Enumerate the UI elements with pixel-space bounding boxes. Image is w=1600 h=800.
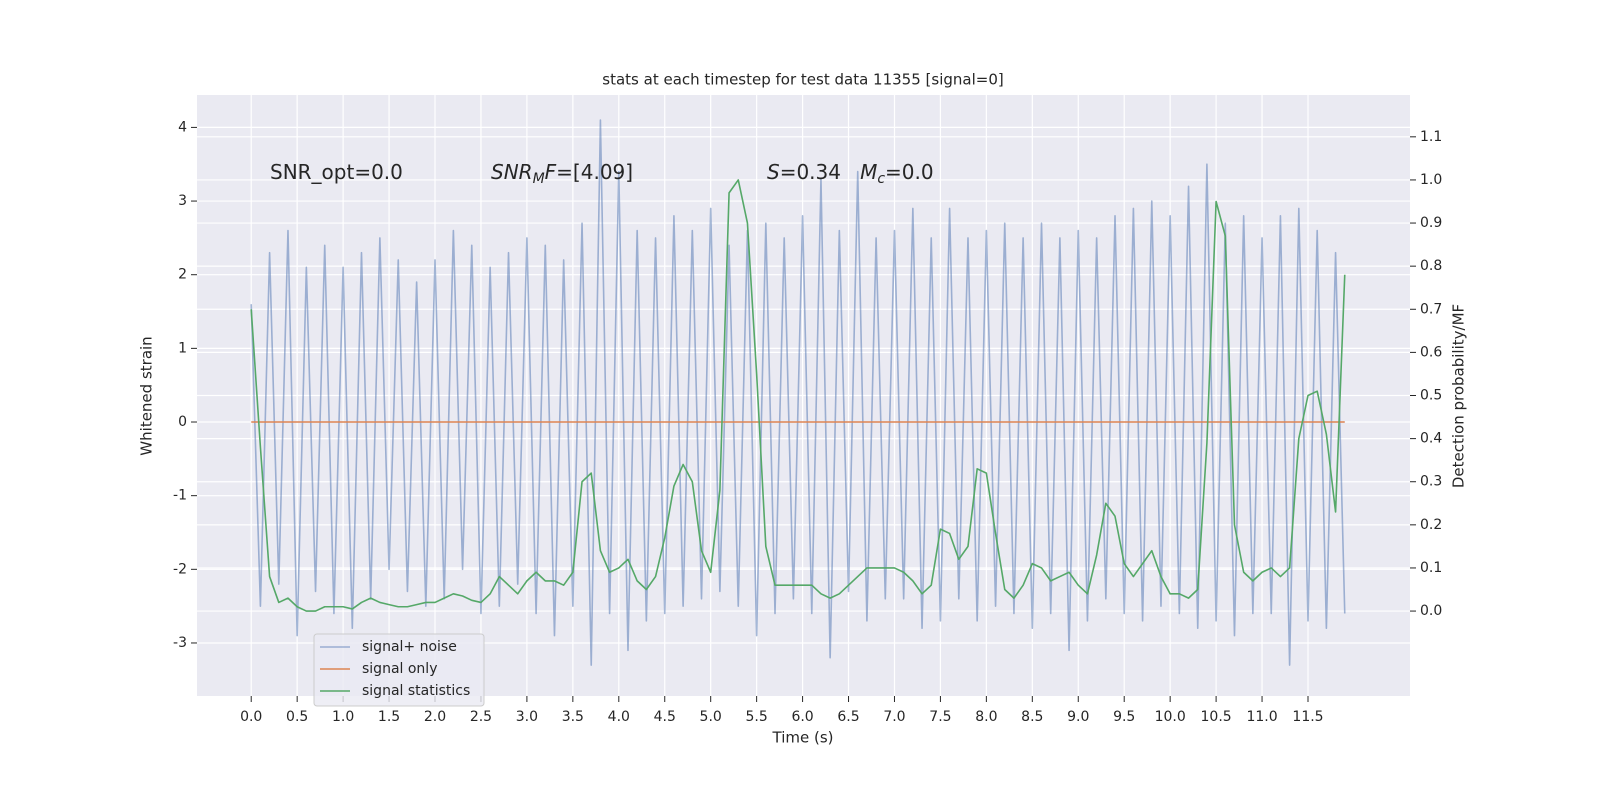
x-tick-label: 8.0 (975, 709, 997, 725)
y-tick-label: 3 (178, 193, 187, 209)
x-tick-label: 7.5 (929, 709, 951, 725)
x-tick-label: 9.5 (1113, 709, 1135, 725)
annotation-part: SNR_opt=0.0 (270, 160, 403, 184)
legend-label: signal statistics (362, 683, 470, 699)
annotation-part: =0.34 (780, 160, 860, 184)
y2-tick-label: 0.9 (1420, 215, 1442, 231)
x-tick-label: 1.0 (332, 709, 354, 725)
x-tick-label: 7.0 (883, 709, 905, 725)
y2-tick-label: 0.0 (1420, 603, 1442, 619)
legend: signal+ noise signal only signal statistic… (313, 633, 485, 707)
y-tick-label: 2 (178, 267, 187, 283)
annotation: S=0.34 Mc=0.0 (767, 160, 934, 188)
legend-label: signal only (362, 661, 437, 677)
x-tick-label: 11.0 (1246, 709, 1277, 725)
x-tick-label: 4.0 (608, 709, 630, 725)
y2-tick-label: 0.7 (1420, 301, 1442, 317)
y2-tick-label: 0.8 (1420, 258, 1442, 274)
annotation-part: M (533, 171, 545, 187)
y-tick-label: 4 (178, 119, 187, 135)
y-axis-label: Whitened strain (138, 336, 156, 455)
annotation-part: S (767, 160, 780, 184)
lines (250, 119, 1346, 666)
x-tick-label: 11.5 (1292, 709, 1323, 725)
x-axis-label: Time (s) (772, 729, 834, 747)
chart-title: stats at each timestep for test data 113… (602, 71, 1003, 89)
y2-tick-label: 1.1 (1420, 129, 1442, 145)
x-tick-label: 0.0 (240, 709, 262, 725)
x-tick-label: 3.5 (562, 709, 584, 725)
annotation-part: F (545, 160, 557, 184)
series-line (250, 119, 1346, 666)
y-tick-label: -2 (173, 561, 187, 577)
y2-tick-label: 0.6 (1420, 344, 1442, 360)
x-tick-label: 2.0 (424, 709, 446, 725)
annotation: SNRMF=[4.09] (491, 160, 633, 188)
ticks: 0.0 0.5 1.0 1.5 2.0 2.5 3.0 3.5 4.0 4.5 5.0 5.5 6.0 6… (173, 119, 1442, 725)
x-tick-label: 6.5 (837, 709, 859, 725)
annotation-part: =0.0 (885, 160, 934, 184)
series-line (250, 179, 1346, 612)
y2-tick-label: 0.1 (1420, 560, 1442, 576)
x-tick-label: 5.5 (746, 709, 768, 725)
y-tick-label: -1 (173, 488, 187, 504)
x-tick-label: 10.0 (1155, 709, 1186, 725)
annotation: SNR_opt=0.0 (270, 160, 403, 184)
x-tick-label: 4.5 (654, 709, 676, 725)
y2-tick-label: 0.2 (1420, 517, 1442, 533)
x-tick-label: 5.0 (700, 709, 722, 725)
y2-tick-label: 0.3 (1420, 474, 1442, 490)
annotations: SNR_opt=0.0 SNRMF=[4.09] S=0.34 Mc=0.0 (270, 160, 934, 188)
legend-label: signal+ noise (362, 639, 457, 655)
legend-box (313, 633, 485, 707)
y2-tick-label: 1.0 (1420, 172, 1442, 188)
x-tick-label: 10.5 (1201, 709, 1232, 725)
x-tick-label: 3.0 (516, 709, 538, 725)
x-tick-label: 2.5 (470, 709, 492, 725)
y-tick-label: 0 (178, 414, 187, 430)
x-tick-label: 8.5 (1021, 709, 1043, 725)
x-tick-label: 0.5 (286, 709, 308, 725)
x-tick-label: 6.0 (791, 709, 813, 725)
x-tick-label: 1.5 (378, 709, 400, 725)
annotation-part: M (860, 160, 877, 184)
x-tick-label: 9.0 (1067, 709, 1089, 725)
annotation-part: c (877, 171, 885, 187)
annotation-part: SNR (491, 160, 533, 184)
annotation-part: =[4.09] (556, 160, 633, 184)
y-tick-label: 1 (178, 340, 187, 356)
y2-tick-label: 0.4 (1420, 431, 1442, 447)
y2-tick-label: 0.5 (1420, 388, 1442, 404)
y-tick-label: -3 (173, 635, 187, 651)
y2-axis-label: Detection probability/MF (1450, 304, 1468, 488)
